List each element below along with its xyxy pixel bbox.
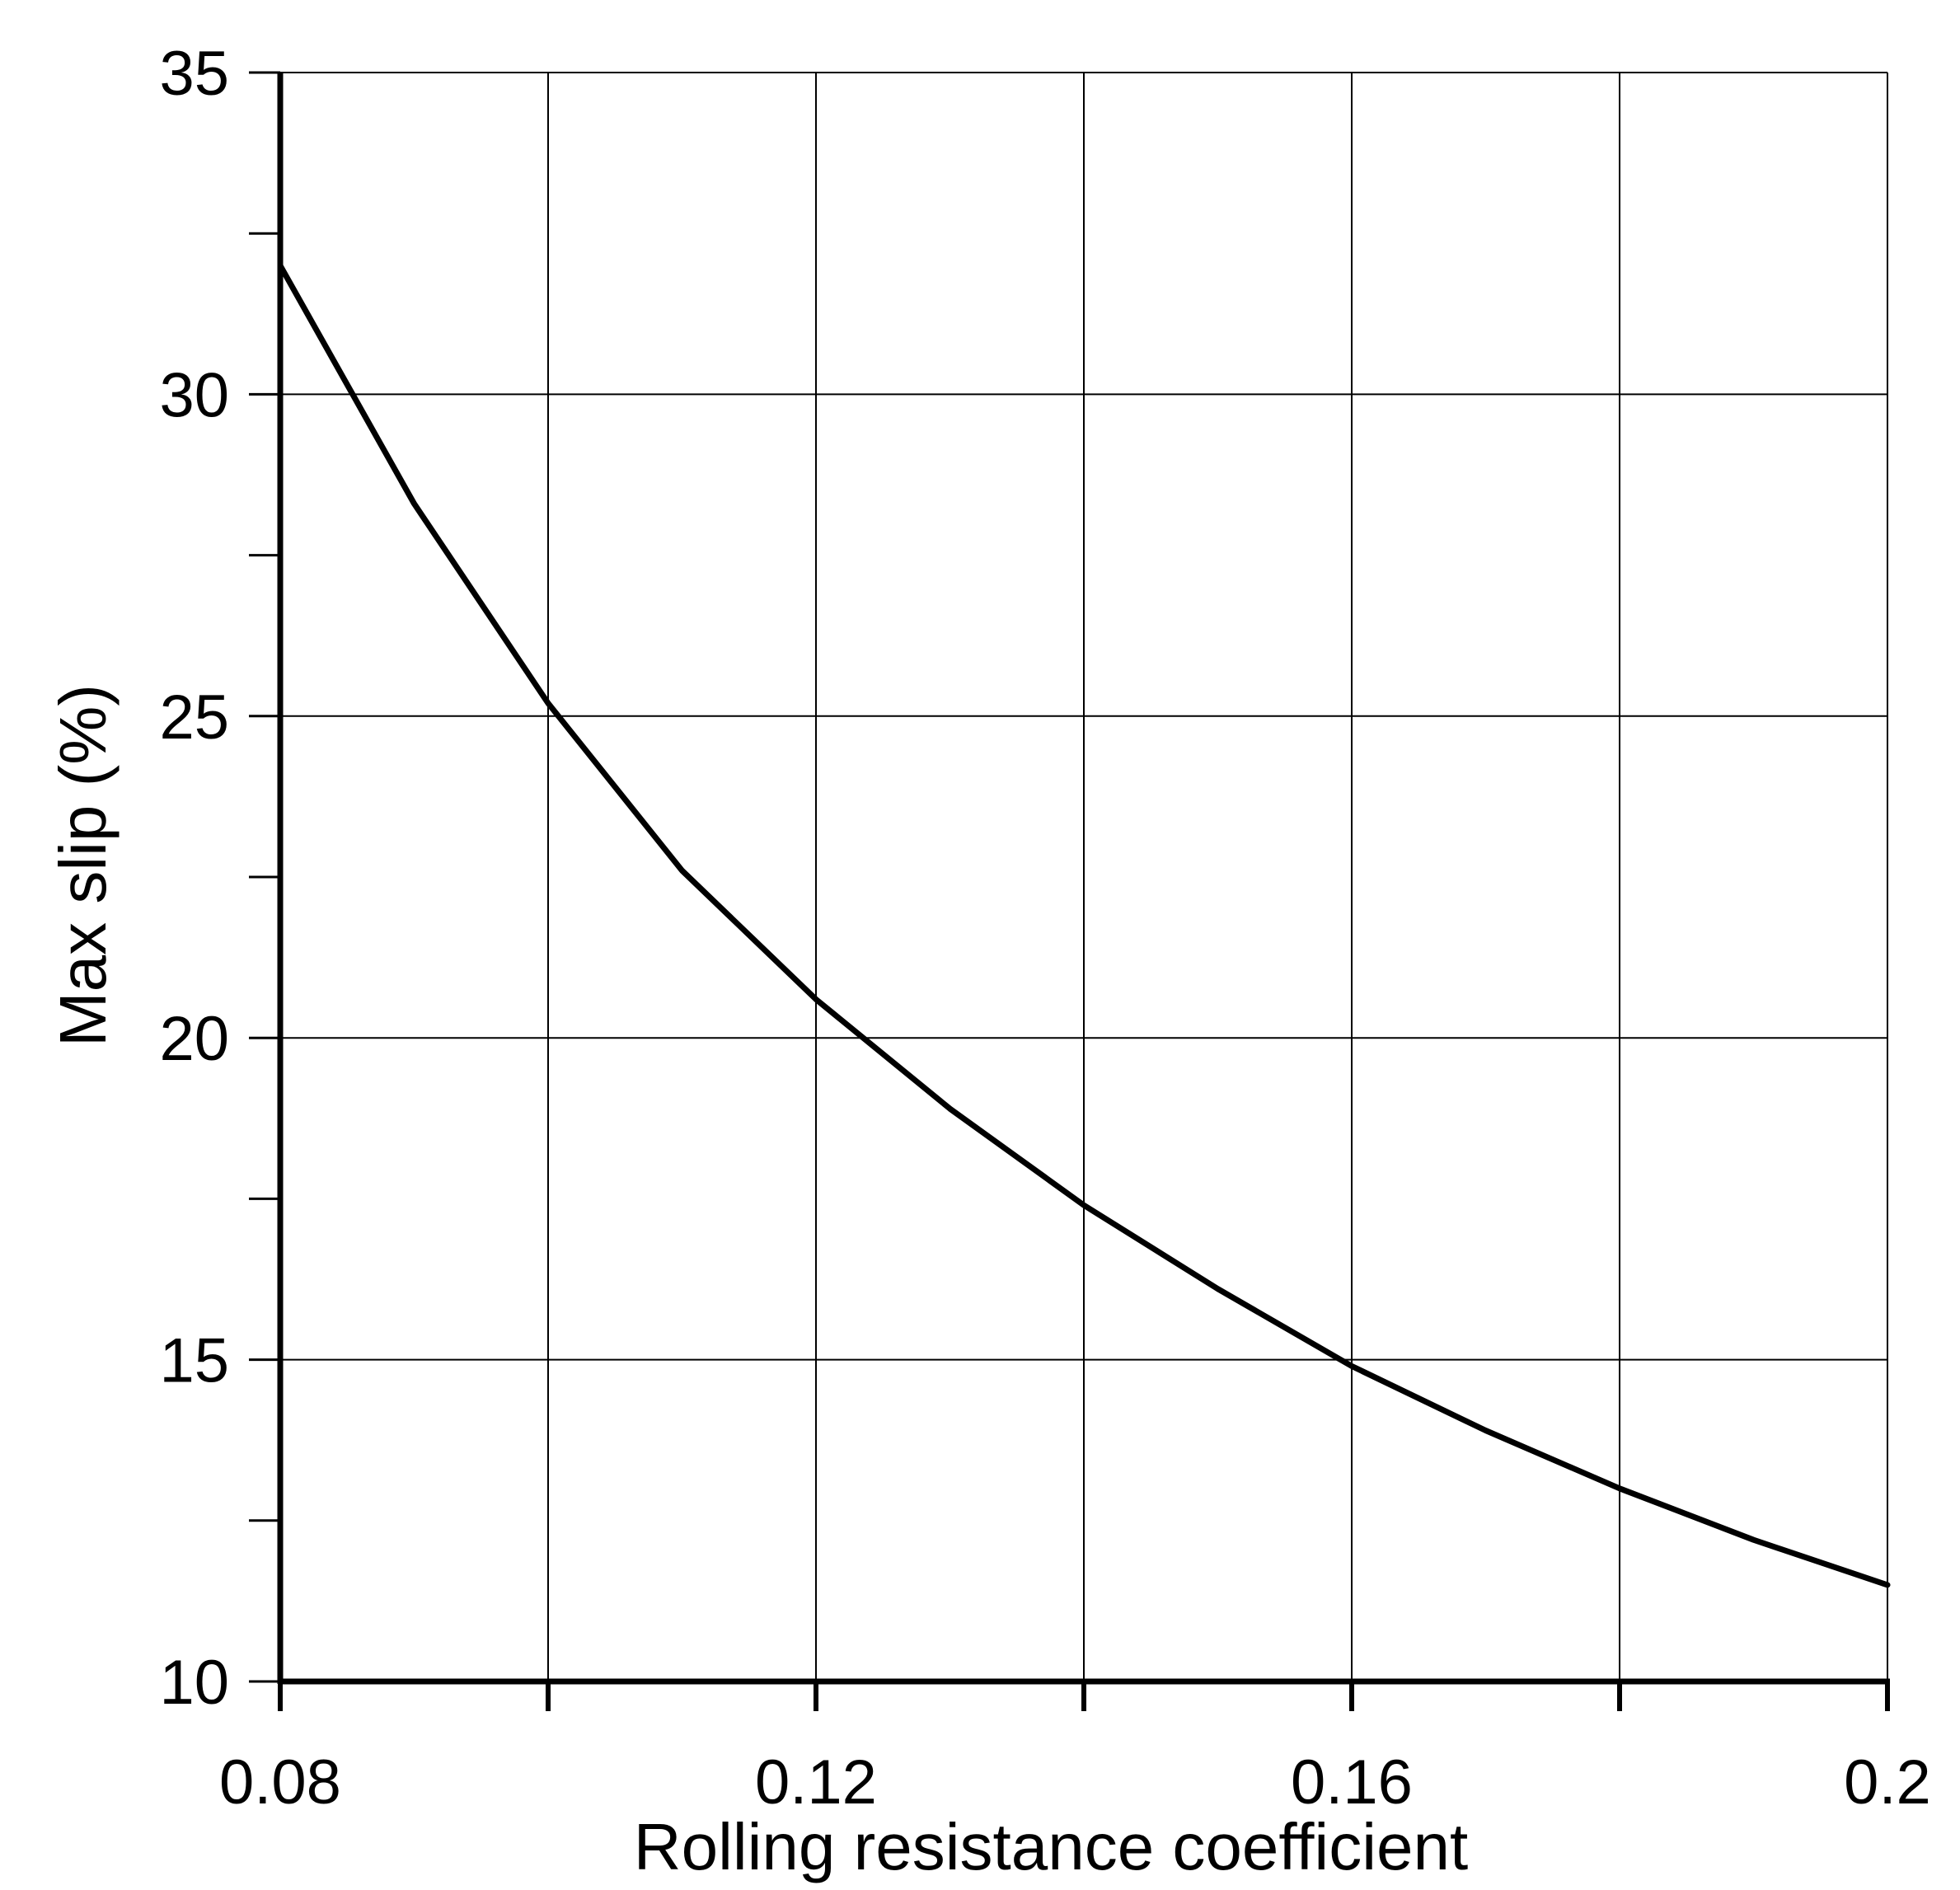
axis-layer xyxy=(277,73,1890,1685)
y-tick-label: 35 xyxy=(159,39,229,109)
y-tick-label: 25 xyxy=(159,682,229,753)
y-tick-label: 30 xyxy=(159,360,229,430)
x-tick-label: 0.16 xyxy=(1291,1747,1413,1817)
y-axis-title: Max slip (%) xyxy=(46,684,120,1047)
series-line xyxy=(277,262,1891,1588)
x-axis-title: Rolling resistance coefficient xyxy=(634,1810,1468,1883)
grid-layer xyxy=(280,72,1888,1681)
x-tick-label: 0.08 xyxy=(219,1747,341,1817)
y-tick-label: 15 xyxy=(159,1326,229,1396)
tick-layer xyxy=(249,71,1890,1711)
x-tick-label: 0.12 xyxy=(755,1747,877,1817)
y-tick-label: 10 xyxy=(159,1648,229,1718)
x-tick-label: 0.2 xyxy=(1844,1747,1931,1817)
series-layer xyxy=(277,262,1891,1588)
y-tick-label: 20 xyxy=(159,1004,229,1074)
label-layer: 0.08 0.12 0.16 0.2 10 15 20 25 30 35 xyxy=(159,39,1930,1817)
